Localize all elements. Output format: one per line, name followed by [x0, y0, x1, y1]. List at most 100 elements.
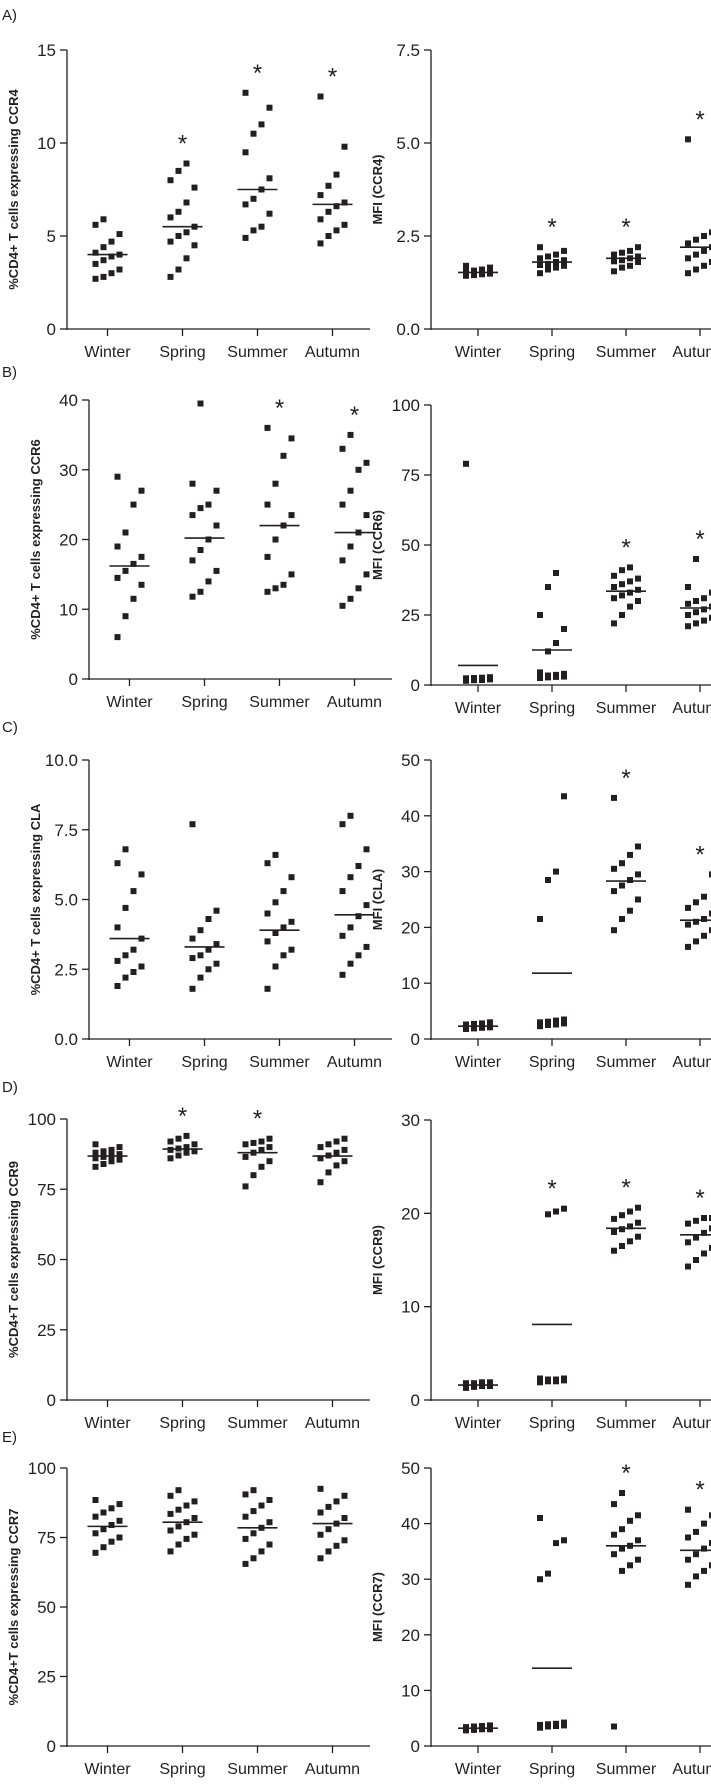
data-point: [167, 1146, 174, 1153]
data-point: [175, 266, 182, 273]
data-point: [553, 671, 559, 678]
data-point: [288, 512, 295, 519]
chart-C-left: 0.0 2.5 5.0 7.5 10.0 Winter Spring Summer Autumn…: [28, 751, 392, 1071]
y-tick-label: 30: [401, 1111, 420, 1130]
data-point: [635, 598, 641, 604]
x-tick-label-winter: Winter: [84, 1415, 131, 1432]
y-tick-label: 25: [401, 606, 420, 625]
data-point: [333, 203, 340, 210]
significance-marker: *: [178, 130, 187, 157]
data-point: [463, 1724, 469, 1731]
significance-marker: *: [621, 1460, 630, 1487]
data-point: [288, 946, 295, 953]
data-point: [355, 913, 362, 920]
y-tick-label: 100: [28, 1110, 56, 1129]
y-tick-label: 20: [401, 918, 420, 937]
data-point: [167, 273, 174, 280]
data-point: [183, 1502, 190, 1509]
data-point: [317, 216, 324, 223]
data-point: [355, 952, 362, 959]
data-point: [627, 262, 633, 269]
data-point: [258, 121, 265, 128]
data-point: [333, 1498, 340, 1505]
x-tick-label-winter: Winter: [106, 1054, 153, 1071]
data-point: [537, 916, 543, 922]
data-point: [627, 589, 633, 596]
data-point: [553, 251, 559, 258]
x-tick-label-autumn: Autumn: [305, 1761, 360, 1778]
data-point: [122, 952, 129, 959]
data-point: [325, 1503, 332, 1510]
data-point: [250, 227, 257, 234]
data-point: [92, 260, 99, 267]
data-point: [108, 1146, 115, 1153]
y-tick-label: 75: [401, 466, 420, 485]
y-tick-label: 7.5: [396, 41, 420, 60]
data-point: [487, 1722, 493, 1729]
chart-B-right: 0 25 50 75 100 Winter Spring Summer Autumn MFI (C…: [370, 396, 711, 717]
data-point: [611, 251, 617, 258]
data-point: [92, 1530, 99, 1537]
data-point: [266, 175, 273, 182]
data-point: [100, 1526, 107, 1533]
data-point: [250, 195, 257, 202]
x-tick-label-winter: Winter: [455, 1761, 502, 1778]
data-point: [339, 888, 346, 895]
significance-marker: *: [350, 402, 359, 429]
data-point: [242, 1491, 249, 1498]
y-axis-title: MFI (CCR7): [370, 1572, 385, 1642]
data-point: [189, 935, 196, 942]
data-point: [611, 1551, 617, 1558]
data-point: [635, 1233, 641, 1240]
significance-marker: *: [275, 395, 284, 422]
data-point: [317, 240, 324, 247]
data-point: [553, 1720, 559, 1727]
chart-A-left: 0 5 10 15 Winter Spring Summer Autumn %CD4+ T ce…: [6, 41, 370, 361]
data-point: [685, 1239, 691, 1246]
y-tick-label: 5.0: [396, 134, 420, 153]
data-point: [175, 167, 182, 174]
data-point: [116, 231, 123, 238]
data-point: [701, 1567, 707, 1574]
data-point: [205, 501, 212, 508]
x-tick-label-summer: Summer: [596, 700, 657, 717]
data-point: [635, 253, 641, 260]
significance-marker: *: [621, 765, 630, 792]
data-point: [701, 1229, 707, 1236]
x-tick-label-summer: Summer: [227, 344, 288, 361]
y-tick-label: 2.5: [54, 960, 78, 979]
data-point: [709, 1562, 711, 1569]
y-tick-label: 7.5: [54, 821, 78, 840]
data-point: [341, 1492, 348, 1499]
data-point: [100, 1153, 107, 1160]
data-point: [258, 1548, 265, 1555]
data-point: [266, 1541, 273, 1548]
significance-marker: *: [621, 534, 630, 561]
significance-marker: *: [695, 841, 704, 868]
data-point: [325, 233, 332, 239]
data-point: [183, 160, 190, 167]
y-axis-title: %CD4+ T cells expressing CCR6: [28, 439, 43, 640]
data-point: [258, 1502, 265, 1509]
data-point: [114, 473, 121, 480]
data-point: [183, 1132, 190, 1139]
y-tick-label: 0: [411, 1391, 420, 1410]
data-point: [183, 229, 190, 236]
data-point: [242, 1513, 249, 1520]
data-point: [627, 1517, 633, 1524]
data-point: [122, 846, 129, 853]
charts: 0 5 10 15 Winter Spring Summer Autumn %CD4+ T ce…: [6, 41, 711, 1778]
x-tick-label-spring: Spring: [529, 1761, 575, 1778]
y-tick-label: 0.0: [396, 320, 420, 339]
y-axis-title: %CD4+T cells expressing CCR7: [6, 1509, 21, 1706]
y-tick-label: 25: [37, 1321, 56, 1340]
data-point: [611, 572, 617, 579]
data-point: [339, 821, 346, 828]
data-point: [685, 240, 691, 247]
y-tick-label: 40: [401, 807, 420, 826]
data-point: [561, 1205, 567, 1212]
x-tick-label-summer: Summer: [596, 344, 657, 361]
data-point: [561, 1719, 567, 1726]
data-point: [317, 1155, 324, 1162]
data-point: [545, 1211, 551, 1218]
